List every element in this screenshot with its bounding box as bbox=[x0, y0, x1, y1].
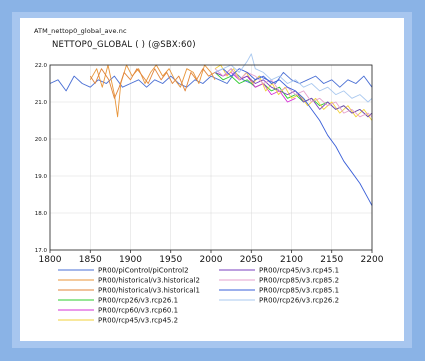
series-line-7 bbox=[214, 68, 373, 118]
series-line-1 bbox=[89, 64, 216, 118]
legend-label-7: PR00/rcp85/v3.rcp85.2 bbox=[259, 277, 339, 285]
chart-panel: ATM_nettop0_global_ave.nc NETTOP0_GLOBAL… bbox=[20, 18, 404, 341]
x-tick-label-1: 1850 bbox=[79, 255, 102, 265]
x-tick-label-4: 2000 bbox=[200, 255, 223, 265]
chart-svg: 17.0 18.0 19.0 20.0 21.0 22.0 1800 1850 1900 1950… bbox=[35, 53, 384, 325]
series-line-2 bbox=[89, 68, 216, 99]
x-tick-label-8: 2200 bbox=[361, 255, 384, 265]
legend-label-1: PR00/historical/v3.historical2 bbox=[98, 277, 200, 285]
plot-area-frame bbox=[49, 64, 373, 251]
y-tick-label-4: 21.0 bbox=[35, 100, 48, 106]
y-tick-label-3: 20.0 bbox=[35, 137, 48, 143]
legend-label-8: PR00/rcp85/v3.rcp85.1 bbox=[259, 287, 339, 295]
series-line-9 bbox=[214, 53, 373, 103]
x-tick-label-2: 1900 bbox=[119, 255, 142, 265]
legend-label-6: PR00/rcp45/v3.rcp45.1 bbox=[259, 267, 339, 275]
chart-title: NETTOP0_GLOBAL ( ) (@SBX:60) bbox=[52, 40, 196, 50]
x-tick-label-6: 2100 bbox=[280, 255, 303, 265]
series-line-4 bbox=[214, 71, 296, 103]
y-tick-label-1: 18.0 bbox=[35, 211, 48, 217]
legend-label-9: PR00/rcp26/v3.rcp26.2 bbox=[259, 297, 339, 305]
x-tick-label-0: 1800 bbox=[39, 255, 62, 265]
legend-label-3: PR00/rcp26/v3.rcp26.1 bbox=[98, 297, 178, 305]
series-line-8 bbox=[214, 68, 373, 206]
y-tick-label-5: 22.0 bbox=[35, 63, 48, 69]
y-tick-label-0: 17.0 bbox=[35, 248, 48, 254]
legend-label-5: PR00/rcp45/v3.rcp45.2 bbox=[98, 317, 178, 325]
x-tick-label-3: 1950 bbox=[159, 255, 182, 265]
legend-label-2: PR00/historical/v3.historical1 bbox=[98, 287, 200, 295]
x-tick-label-7: 2150 bbox=[320, 255, 343, 265]
y-tick-label-2: 19.0 bbox=[35, 174, 48, 180]
file-name: ATM_nettop0_global_ave.nc bbox=[34, 27, 127, 35]
x-tick-label-5: 2050 bbox=[240, 255, 263, 265]
legend-label-0: PR00/piControl/piControl2 bbox=[98, 267, 189, 275]
legend-label-4: PR00/rcp60/v3.rcp60.1 bbox=[98, 307, 178, 315]
